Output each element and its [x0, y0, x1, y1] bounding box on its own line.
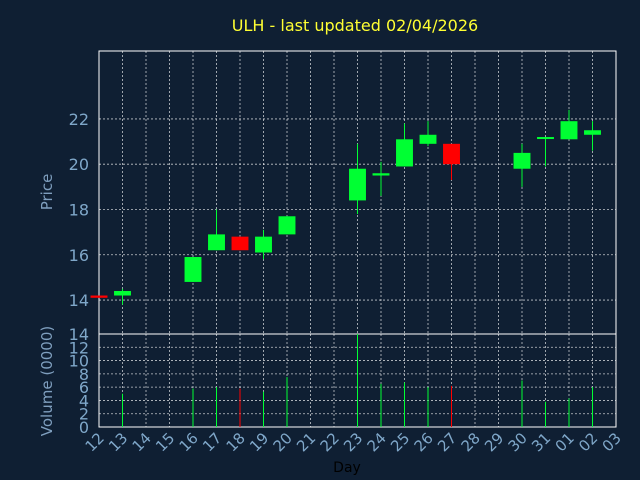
volume-tick-label: 8 — [79, 365, 89, 384]
candle — [184, 257, 202, 282]
volume-tick-label: 4 — [79, 391, 89, 410]
candle-body — [349, 168, 366, 201]
candle — [231, 236, 249, 251]
candle-body — [443, 143, 460, 165]
x-tick-labels: 1213141516171819202122232425262728293031… — [82, 429, 625, 455]
candle — [584, 121, 601, 151]
price-tick-label: 22 — [69, 110, 89, 129]
candle — [208, 209, 225, 251]
candle — [278, 216, 296, 235]
volume-tick-label: 10 — [69, 352, 89, 371]
candle — [443, 143, 460, 181]
volume-tick-label: 2 — [79, 405, 89, 424]
price-tick-labels: 14 16 18 20 22 — [69, 110, 89, 310]
candle-body — [419, 134, 437, 144]
candles — [90, 109, 601, 305]
volume-tick-label: 14 — [69, 325, 89, 344]
x-axis-label: Day — [333, 460, 361, 476]
volume-tick-label: 6 — [79, 378, 89, 397]
price-gridlines — [99, 51, 616, 334]
price-tick-label: 16 — [69, 246, 89, 265]
candle-body — [255, 236, 272, 253]
candle-body — [584, 130, 601, 135]
candle-body — [537, 137, 554, 140]
candle-body — [90, 295, 108, 298]
candle — [537, 137, 554, 167]
candle-body — [560, 121, 578, 140]
candle — [372, 161, 390, 196]
candle-body — [184, 257, 202, 282]
candle — [560, 109, 578, 140]
candle-body — [114, 290, 131, 296]
volume-axis-label: Volume (0000) — [38, 326, 56, 436]
candle-body — [231, 236, 249, 251]
candle — [255, 229, 272, 260]
candle — [513, 143, 531, 187]
candle — [419, 121, 437, 147]
volume-bars — [122, 334, 593, 427]
candle-body — [513, 152, 531, 169]
candle-body — [278, 216, 296, 235]
price-axis-label: Price — [38, 174, 56, 211]
candle-body — [208, 234, 225, 251]
price-tick-label: 20 — [69, 155, 89, 174]
candle — [349, 143, 366, 215]
candle-body — [396, 139, 413, 167]
volume-tick-label: 0 — [79, 418, 89, 437]
price-tick-label: 14 — [69, 291, 89, 310]
candle — [396, 123, 413, 167]
price-tick-label: 18 — [69, 200, 89, 219]
candle — [114, 288, 131, 305]
candle-body — [372, 173, 390, 176]
volume-tick-label: 12 — [69, 338, 89, 357]
chart-title: ULH - last updated 02/04/2026 — [232, 16, 478, 35]
candle — [90, 295, 108, 298]
